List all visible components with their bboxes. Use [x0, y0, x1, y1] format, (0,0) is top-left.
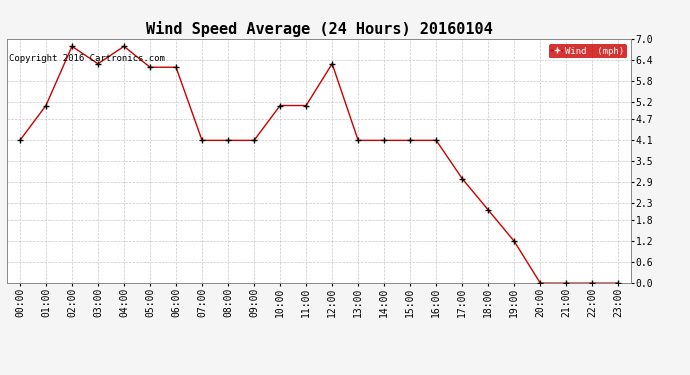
Text: Copyright 2016 Cartronics.com: Copyright 2016 Cartronics.com — [9, 54, 165, 63]
Legend: Wind  (mph): Wind (mph) — [549, 44, 627, 58]
Title: Wind Speed Average (24 Hours) 20160104: Wind Speed Average (24 Hours) 20160104 — [146, 21, 493, 37]
